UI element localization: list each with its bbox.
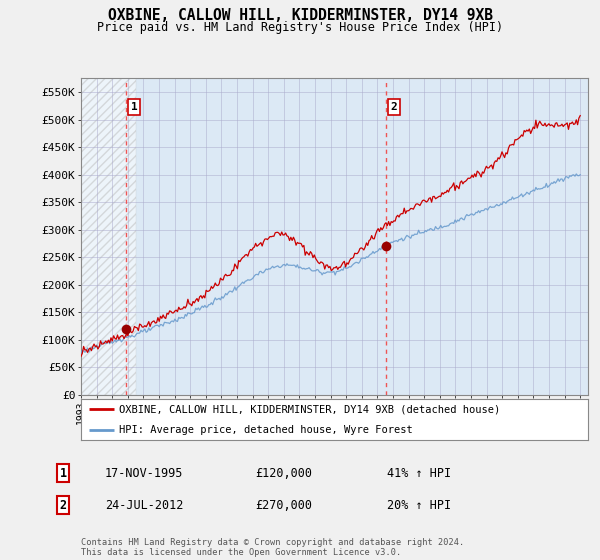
- Text: 2: 2: [59, 498, 67, 512]
- Text: Contains HM Land Registry data © Crown copyright and database right 2024.
This d: Contains HM Land Registry data © Crown c…: [81, 538, 464, 557]
- Text: 20% ↑ HPI: 20% ↑ HPI: [387, 498, 451, 512]
- Text: OXBINE, CALLOW HILL, KIDDERMINSTER, DY14 9XB (detached house): OXBINE, CALLOW HILL, KIDDERMINSTER, DY14…: [119, 404, 500, 414]
- Text: HPI: Average price, detached house, Wyre Forest: HPI: Average price, detached house, Wyre…: [119, 424, 413, 435]
- Text: Price paid vs. HM Land Registry's House Price Index (HPI): Price paid vs. HM Land Registry's House …: [97, 21, 503, 34]
- Text: 2: 2: [391, 102, 398, 112]
- Text: 1: 1: [59, 466, 67, 480]
- Text: OXBINE, CALLOW HILL, KIDDERMINSTER, DY14 9XB: OXBINE, CALLOW HILL, KIDDERMINSTER, DY14…: [107, 8, 493, 24]
- Text: 24-JUL-2012: 24-JUL-2012: [105, 498, 184, 512]
- Text: 17-NOV-1995: 17-NOV-1995: [105, 466, 184, 480]
- Text: 41% ↑ HPI: 41% ↑ HPI: [387, 466, 451, 480]
- Text: £270,000: £270,000: [255, 498, 312, 512]
- Text: £120,000: £120,000: [255, 466, 312, 480]
- Text: 1: 1: [131, 102, 137, 112]
- Bar: [81, 78, 136, 395]
